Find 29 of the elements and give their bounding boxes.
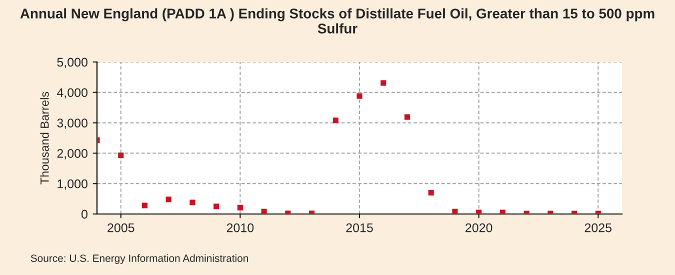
point — [404, 114, 410, 120]
point — [214, 204, 220, 210]
point — [476, 210, 482, 214]
x-tick-label: 2015 — [346, 223, 373, 232]
point — [452, 208, 458, 214]
x-tick-label: 2025 — [584, 223, 612, 232]
point — [380, 80, 386, 86]
point — [356, 93, 362, 99]
point — [166, 196, 172, 202]
y-tick-label: 0 — [82, 210, 88, 219]
x-tick-label: 2005 — [108, 223, 134, 232]
point — [261, 208, 267, 214]
point — [190, 200, 196, 206]
chart-title: Annual New England (PADD 1A ) Ending Stocks of Distillate Fuel Oil, Greater than 15 to 500 ppm Sulfur — [20, 8, 654, 34]
y-tick-label: 4,000 — [56, 88, 88, 99]
point — [237, 204, 243, 210]
y-tick-label: 3,000 — [57, 118, 88, 129]
point — [118, 152, 124, 158]
y-tick-label: 2,000 — [57, 149, 88, 160]
point — [500, 210, 506, 214]
y-axis-title: Thousand Barrels — [40, 92, 49, 184]
y-tick-label: 5,000 — [57, 58, 88, 68]
point — [332, 118, 338, 124]
y-tick-label: 1,000 — [58, 179, 88, 190]
point — [142, 202, 148, 208]
x-tick-label: 2020 — [466, 223, 492, 232]
source-note: Source: U.S. Energy Information Administration — [30, 254, 248, 264]
point — [428, 190, 434, 196]
x-tick-label: 2010 — [226, 223, 254, 232]
